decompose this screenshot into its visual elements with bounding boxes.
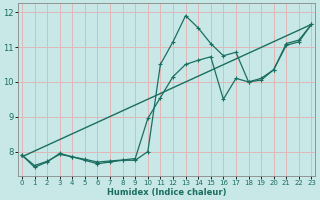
X-axis label: Humidex (Indice chaleur): Humidex (Indice chaleur) — [107, 188, 227, 197]
